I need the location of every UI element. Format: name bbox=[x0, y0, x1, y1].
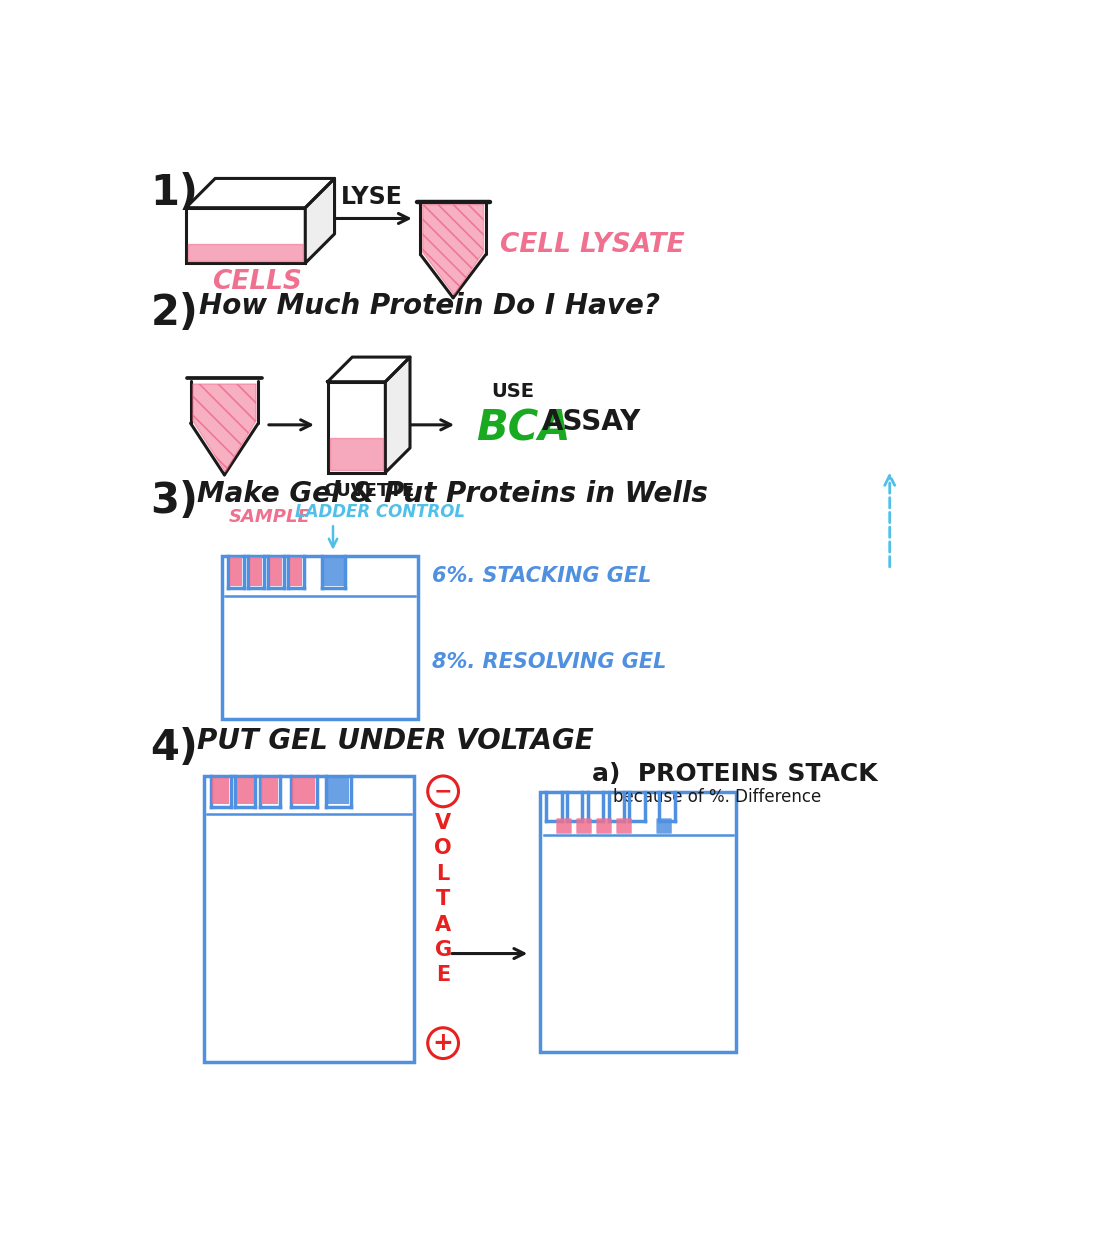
FancyBboxPatch shape bbox=[616, 819, 632, 834]
Text: BCA: BCA bbox=[476, 408, 571, 450]
Text: SAMPLE: SAMPLE bbox=[228, 509, 310, 526]
FancyBboxPatch shape bbox=[237, 777, 254, 804]
FancyBboxPatch shape bbox=[229, 558, 243, 585]
Text: PUT GEL UNDER VOLTAGE: PUT GEL UNDER VOLTAGE bbox=[197, 727, 594, 755]
Polygon shape bbox=[193, 384, 256, 472]
Polygon shape bbox=[330, 438, 383, 470]
FancyBboxPatch shape bbox=[324, 558, 343, 585]
Text: 2): 2) bbox=[151, 293, 198, 334]
FancyBboxPatch shape bbox=[261, 777, 278, 804]
Text: A: A bbox=[435, 914, 451, 934]
Text: ASSAY: ASSAY bbox=[542, 408, 642, 436]
Text: LADDER CONTROL: LADDER CONTROL bbox=[295, 504, 465, 521]
Text: CELL LYSATE: CELL LYSATE bbox=[500, 232, 685, 257]
Text: 1): 1) bbox=[151, 172, 198, 215]
FancyBboxPatch shape bbox=[656, 819, 671, 834]
FancyBboxPatch shape bbox=[249, 558, 263, 585]
Text: LYSE: LYSE bbox=[341, 185, 403, 210]
FancyBboxPatch shape bbox=[596, 819, 612, 834]
Text: Make Gel & Put Proteins in Wells: Make Gel & Put Proteins in Wells bbox=[197, 480, 708, 509]
Polygon shape bbox=[423, 205, 483, 295]
FancyBboxPatch shape bbox=[540, 793, 737, 1053]
Text: 6%. STACKING GEL: 6%. STACKING GEL bbox=[432, 565, 652, 585]
Text: +: + bbox=[432, 1031, 453, 1055]
Text: How Much Protein Do I Have?: How Much Protein Do I Have? bbox=[199, 293, 660, 320]
FancyBboxPatch shape bbox=[290, 558, 302, 585]
Text: T: T bbox=[435, 889, 450, 909]
Polygon shape bbox=[328, 357, 410, 382]
FancyBboxPatch shape bbox=[576, 819, 592, 834]
Text: V: V bbox=[435, 813, 451, 833]
Text: O: O bbox=[434, 838, 452, 858]
Polygon shape bbox=[186, 178, 335, 207]
Text: G: G bbox=[434, 939, 452, 960]
Text: 3): 3) bbox=[151, 480, 198, 522]
Text: L: L bbox=[437, 864, 450, 884]
FancyBboxPatch shape bbox=[222, 555, 419, 718]
Polygon shape bbox=[306, 178, 335, 264]
Polygon shape bbox=[386, 357, 410, 472]
Text: CUVETTE: CUVETTE bbox=[324, 482, 414, 500]
FancyBboxPatch shape bbox=[212, 777, 229, 804]
FancyBboxPatch shape bbox=[204, 776, 414, 1063]
Text: USE: USE bbox=[492, 383, 535, 402]
Text: a)  PROTEINS STACK: a) PROTEINS STACK bbox=[592, 762, 878, 786]
Polygon shape bbox=[328, 382, 386, 472]
Text: CELLS: CELLS bbox=[213, 269, 302, 295]
Text: because of %. Difference: because of %. Difference bbox=[613, 789, 821, 806]
FancyBboxPatch shape bbox=[556, 819, 572, 834]
Text: −: − bbox=[434, 781, 452, 801]
Text: 4): 4) bbox=[151, 727, 198, 769]
FancyBboxPatch shape bbox=[270, 558, 283, 585]
Polygon shape bbox=[186, 207, 306, 264]
FancyBboxPatch shape bbox=[293, 777, 316, 804]
FancyBboxPatch shape bbox=[328, 777, 349, 804]
Polygon shape bbox=[188, 244, 302, 261]
Text: 8%. RESOLVING GEL: 8%. RESOLVING GEL bbox=[432, 652, 667, 672]
Text: E: E bbox=[435, 966, 450, 986]
